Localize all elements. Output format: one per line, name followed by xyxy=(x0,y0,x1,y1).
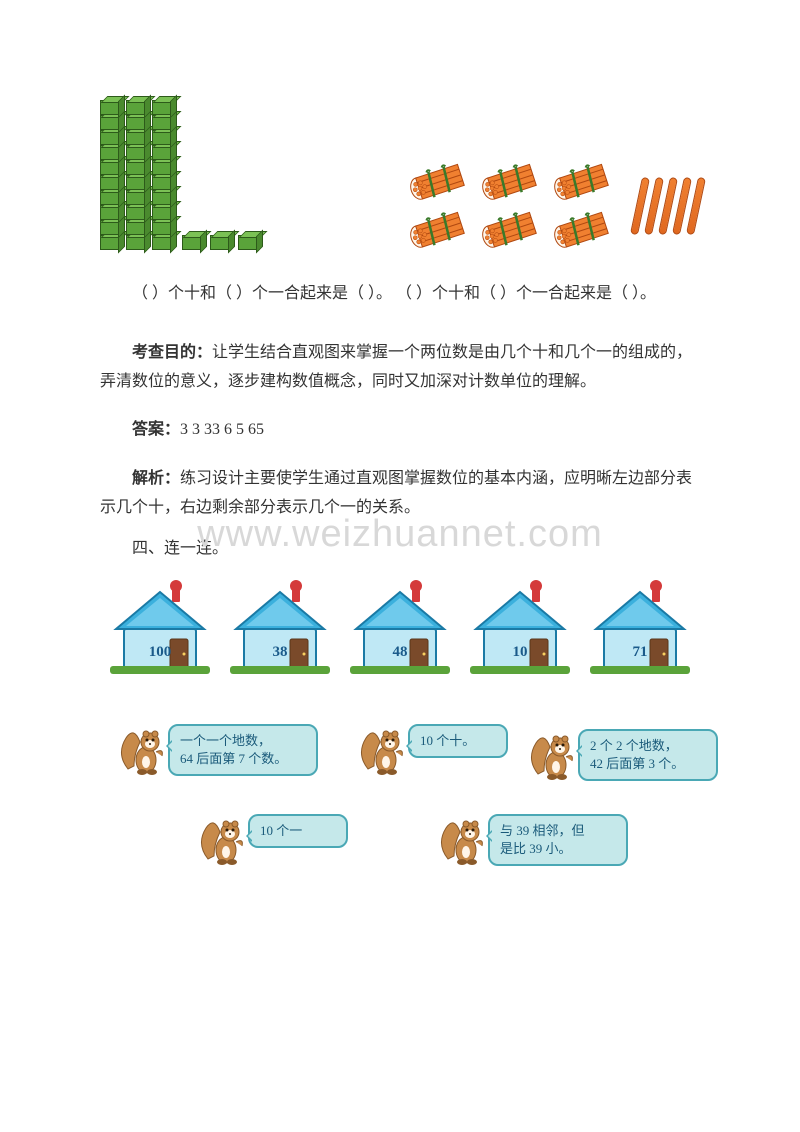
section4-title: 四、连一连。 xyxy=(100,535,700,564)
cube-icon xyxy=(152,145,172,160)
cube-icon xyxy=(126,175,146,190)
squirrel-bubble: 10 个一 xyxy=(200,814,348,866)
house-label: 71 xyxy=(590,639,690,666)
cube-icon xyxy=(126,205,146,220)
cube-icon xyxy=(126,100,146,115)
stick-bundle-icon xyxy=(408,210,470,250)
answer-text: 3 3 33 6 5 65 xyxy=(180,421,264,438)
bundle-row xyxy=(408,210,614,250)
cube-icon xyxy=(152,190,172,205)
house-icon: 100 xyxy=(110,584,210,674)
cube-icon xyxy=(126,190,146,205)
squirrel-bubble: 2 个 2 个地数，42 后面第 3 个。 xyxy=(530,729,718,781)
counting-figure-row xyxy=(100,70,700,250)
exam-purpose: 考查目的：让学生结合直观图来掌握一个两位数是由几个十和几个一的组成的，弄清数位的… xyxy=(100,339,700,397)
house-icon: 38 xyxy=(230,584,330,674)
speech-bubble: 10 个一 xyxy=(248,814,348,848)
analysis-label: 解析： xyxy=(132,470,180,487)
cube-icon xyxy=(152,100,172,115)
cube-icon xyxy=(152,220,172,235)
cube-icon xyxy=(100,115,120,130)
answer-label: 答案： xyxy=(132,421,180,438)
cube-icon xyxy=(100,160,120,175)
squirrel-bubble: 一个一个地数，64 后面第 7 个数。 xyxy=(120,724,318,776)
cube-icon xyxy=(100,130,120,145)
answer-line: 答案：3 3 33 6 5 65 xyxy=(100,416,700,445)
cube-column xyxy=(126,100,146,250)
cube-icon xyxy=(126,145,146,160)
house-icon: 48 xyxy=(350,584,450,674)
house-label: 38 xyxy=(230,639,330,666)
cube-icon xyxy=(182,235,202,250)
speech-bubble: 10 个十。 xyxy=(408,724,508,758)
cube-icon xyxy=(100,190,120,205)
stick-bundle-icon xyxy=(552,210,614,250)
cube-icon xyxy=(126,220,146,235)
squirrel-bubble: 10 个十。 xyxy=(360,724,508,776)
fill-blank-text: （ ）个十和（ ）个一合起来是（ ）。 （ ）个十和（ ）个一合起来是（ ）。 xyxy=(100,280,700,309)
analysis-text: 练习设计主要使学生通过直观图掌握数位的基本内涵，应明晰左边部分表示几个十，右边剩… xyxy=(100,470,692,516)
exam-purpose-label: 考查目的： xyxy=(132,344,212,361)
house-icon: 10 xyxy=(470,584,570,674)
speech-bubble: 一个一个地数，64 后面第 7 个数。 xyxy=(168,724,318,776)
bundle-row xyxy=(408,162,614,202)
cube-column xyxy=(100,100,120,250)
cube-icon xyxy=(152,160,172,175)
cube-icon xyxy=(126,235,146,250)
cube-icon xyxy=(238,235,258,250)
house-label: 10 xyxy=(470,639,570,666)
stick-bundle-icon xyxy=(480,162,542,202)
cube-icon xyxy=(210,235,230,250)
cube-icon xyxy=(100,205,120,220)
squirrel-bubble: 与 39 相邻，但是比 39 小。 xyxy=(440,814,628,866)
cube-icon xyxy=(100,145,120,160)
cube-icon xyxy=(152,175,172,190)
cube-icon xyxy=(152,130,172,145)
cube-icon xyxy=(152,235,172,250)
matching-exercise: 100 38 48 10 71 xyxy=(100,584,700,944)
single-sticks-group xyxy=(636,177,700,235)
cube-icon xyxy=(152,205,172,220)
stick-bundle-icon xyxy=(480,210,542,250)
bundles-group xyxy=(408,162,614,250)
house-label: 100 xyxy=(110,639,210,666)
cube-icon xyxy=(126,130,146,145)
cube-icon xyxy=(152,115,172,130)
stick-bundle-icon xyxy=(408,162,470,202)
cube-icon xyxy=(100,175,120,190)
cubes-group xyxy=(100,100,258,250)
cube-icon xyxy=(100,235,120,250)
cube-icon xyxy=(100,220,120,235)
cube-icon xyxy=(126,115,146,130)
speech-bubble: 与 39 相邻，但是比 39 小。 xyxy=(488,814,628,866)
stick-bundle-icon xyxy=(552,162,614,202)
speech-bubble: 2 个 2 个地数，42 后面第 3 个。 xyxy=(578,729,718,781)
cube-icon xyxy=(100,100,120,115)
cube-column xyxy=(152,100,172,250)
cube-icon xyxy=(126,160,146,175)
house-icon: 71 xyxy=(590,584,690,674)
analysis: 解析：练习设计主要使学生通过直观图掌握数位的基本内涵，应明晰左边部分表示几个十，… xyxy=(100,465,700,523)
house-label: 48 xyxy=(350,639,450,666)
